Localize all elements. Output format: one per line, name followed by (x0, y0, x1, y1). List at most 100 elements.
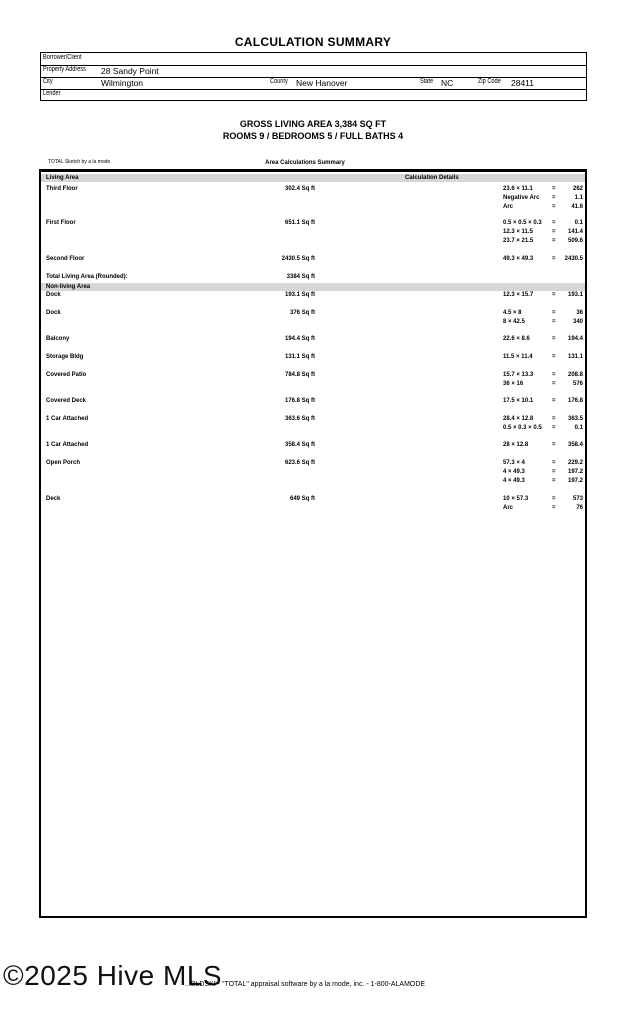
calc-result: 358.4 (567, 442, 583, 448)
area-name: Dock (46, 310, 61, 316)
calc-expression: 17.5 × 10.1 (503, 398, 534, 404)
calc-result: 573 (572, 496, 583, 502)
lender-label: Lender (43, 90, 61, 97)
area-value: 194.4 Sq ft (284, 336, 315, 342)
lender-row: Lender (41, 89, 586, 101)
equals-sign: = (552, 416, 556, 422)
property-info-box: Borrower/Client Property Address 28 Sand… (40, 52, 587, 101)
area-value: 784.8 Sq ft (284, 372, 315, 378)
equals-sign: = (552, 398, 556, 404)
equals-sign: = (552, 310, 556, 316)
city-label: City (43, 78, 53, 85)
equals-sign: = (552, 424, 556, 431)
calc-result: 0.1 (574, 220, 583, 226)
total-label: Total Living Area (Rounded): (46, 274, 128, 280)
calc-line: 12.3 × 15.7 = 193.1 (503, 292, 583, 301)
equals-sign: = (552, 468, 556, 475)
area-calculations-table: Living Area Calculation Details Total Li… (39, 169, 587, 918)
equals-sign: = (552, 292, 556, 298)
calc-result: 576 (572, 380, 583, 387)
table-title: Area Calculations Summary (265, 160, 345, 166)
calc-expression: 23.7 × 21.5 (503, 237, 534, 244)
area-name: Covered Deck (46, 398, 87, 404)
calc-line: 17.5 × 10.1 = 176.8 (503, 398, 583, 407)
area-name: Dock (46, 292, 61, 298)
calc-details: 12.3 × 15.7 = 193.1 (503, 292, 583, 301)
calc-line: 11.5 × 11.4 = 131.1 (503, 354, 583, 363)
area-name: Deck (46, 496, 61, 502)
calc-expression: 28 × 12.8 (503, 442, 529, 448)
calc-line: 0.5 × 0.3 × 0.5 = 0.1 (503, 425, 583, 434)
equals-sign: = (552, 203, 556, 210)
area-name: Balcony (46, 336, 70, 342)
calc-line: 4.5 × 8 = 36 (503, 310, 583, 319)
calc-result: 194.4 (567, 336, 583, 342)
borrower-label: Borrower/Client (43, 54, 82, 61)
state-label: State (420, 78, 434, 85)
calc-expression: 23.6 × 11.1 (503, 186, 533, 192)
area-value: 651.1 Sq ft (284, 220, 315, 226)
address-label: Property Address (43, 66, 86, 73)
calc-details: 0.5 × 0.5 × 0.3 = 0.1 12.3 × 11.5 = 141.4 23.7… (503, 220, 583, 246)
calc-expression: 10 × 57.3 (503, 496, 529, 502)
calc-expression: 28.4 × 12.8 (503, 416, 534, 422)
calc-result: 41.6 (571, 203, 583, 210)
equals-sign: = (552, 318, 556, 325)
zip-label: Zip Code (478, 78, 501, 85)
living-area-header: Living Area Calculation Details (41, 174, 585, 182)
equals-sign: = (552, 504, 556, 511)
calc-details: 28 × 12.8 = 358.4 (503, 442, 583, 451)
area-name: First Floor (46, 220, 76, 226)
calc-result: 193.1 (567, 292, 583, 298)
zip-value: 28411 (511, 78, 535, 88)
calc-line: Arc = 76 (503, 505, 583, 514)
calc-line: 57.3 × 4 = 229.2 (503, 460, 583, 469)
calc-result: 340 (572, 318, 583, 325)
calc-line: 4 × 49.3 = 197.2 (503, 469, 583, 478)
calc-result: 2430.5 (564, 256, 583, 262)
equals-sign: = (552, 220, 556, 226)
calc-line: 4 × 49.3 = 197.2 (503, 478, 583, 487)
calc-result: 36 (576, 310, 583, 316)
calc-result: 509.6 (567, 237, 583, 244)
calc-details: 11.5 × 11.4 = 131.1 (503, 354, 583, 363)
area-name: Covered Patio (46, 372, 87, 378)
calc-details: 57.3 × 4 = 229.2 4 × 49.3 = 197.2 4 × 49.3 = 197… (503, 460, 583, 486)
calc-expression: 22.6 × 8.6 (503, 336, 530, 342)
calc-expression: 4 × 49.3 (503, 468, 525, 475)
calc-line: 12.3 × 11.5 = 141.4 (503, 229, 583, 238)
equals-sign: = (552, 354, 556, 360)
calc-details-label: Calculation Details (405, 175, 459, 181)
footer-credit: ...BLDSKI - "TOTAL" appraisal software b… (185, 981, 426, 988)
calc-result: 229.2 (567, 460, 583, 466)
rooms-text: ROOMS 9 / BEDROOMS 5 / FULL BATHS 4 (222, 131, 404, 141)
area-name: Storage Bldg (46, 354, 84, 360)
calc-expression: 0.5 × 0.5 × 0.3 (503, 220, 542, 226)
calc-details: 23.6 × 11.1 = 262 Negative Arc = 1.1 Arc = 41.6 (503, 186, 583, 212)
summary: GROSS LIVING AREA 3,384 SQ FT ROOMS 9 / … (0, 118, 622, 142)
calc-result: 176.8 (567, 398, 583, 404)
calc-expression: 49.3 × 49.3 (503, 256, 534, 262)
borrower-row: Borrower/Client (41, 53, 586, 66)
gla-text: GROSS LIVING AREA 3,384 SQ FT (239, 119, 387, 129)
nonliving-label: Non-living Area (46, 284, 91, 290)
area-value: 193.1 Sq ft (284, 292, 315, 298)
calc-result: 141.4 (567, 228, 583, 235)
area-value: 2430.5 Sq ft (281, 256, 315, 262)
calc-line: 36 × 16 = 576 (503, 381, 583, 390)
total-area: 3384 Sq ft (286, 274, 315, 280)
calc-line: 28 × 12.8 = 358.4 (503, 442, 583, 451)
area-name: Second Floor (46, 256, 85, 262)
calc-line: 49.3 × 49.3 = 2430.5 (503, 256, 583, 265)
watermark: ©2025 Hive MLS (3, 960, 223, 991)
calc-expression: 36 × 16 (503, 380, 524, 387)
equals-sign: = (552, 380, 556, 387)
calc-expression: 12.3 × 15.7 (503, 292, 534, 298)
address-value: 28 Sandy Point (101, 66, 159, 76)
calc-result: 363.5 (567, 416, 583, 422)
calc-line: Arc = 41.6 (503, 204, 583, 213)
area-name: 1 Car Attached (46, 442, 89, 448)
calc-result: 0.1 (574, 424, 583, 431)
area-name: Open Porch (46, 460, 81, 466)
